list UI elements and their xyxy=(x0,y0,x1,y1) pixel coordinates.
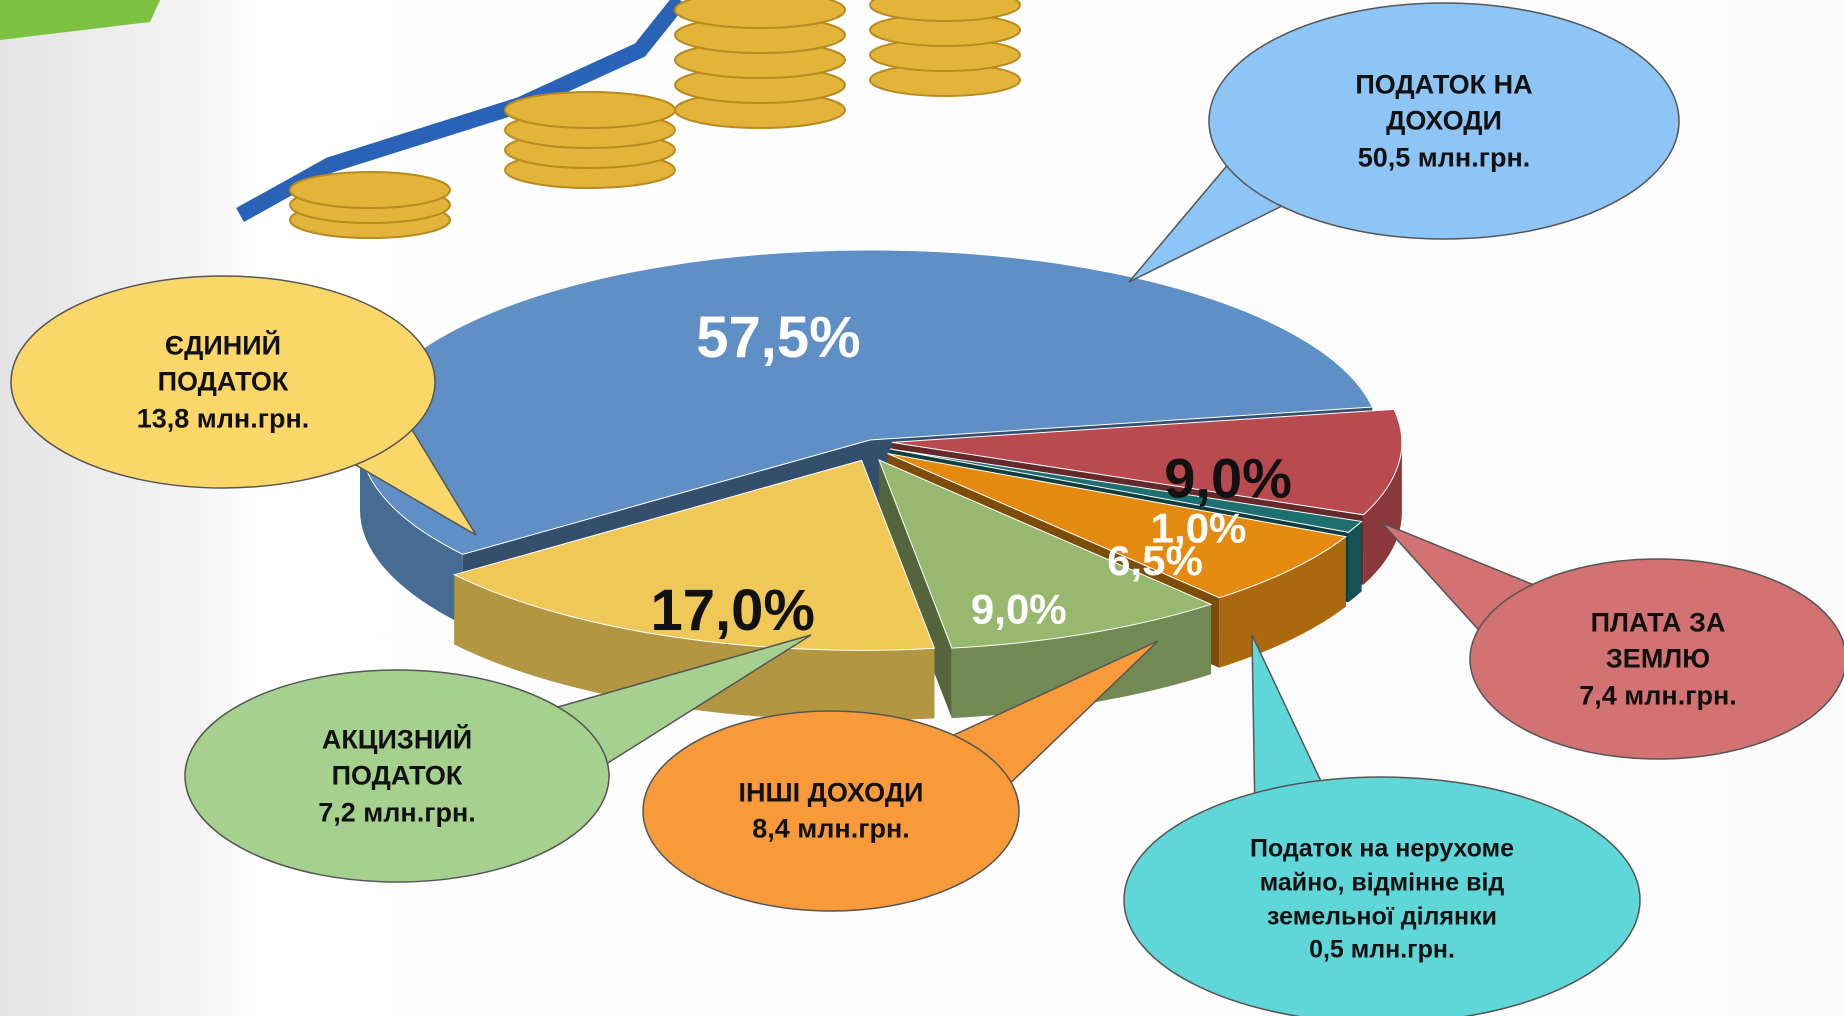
amount: 8,4 млн.грн. xyxy=(752,814,910,844)
callout-text: ЄДИНИЙ ПОДАТОК 13,8 млн.грн. xyxy=(103,327,343,436)
slice xyxy=(887,452,1348,599)
amount: 7,4 млн.грн. xyxy=(1579,680,1737,711)
callout xyxy=(184,669,610,883)
category-name: Податок на нерухоме майно, відмінне від … xyxy=(1249,834,1515,931)
slice xyxy=(891,408,1403,516)
slice-side xyxy=(1348,521,1362,603)
value-label: 6,5% xyxy=(1107,537,1203,584)
callout xyxy=(10,275,436,489)
callout-text: ПЛАТА ЗА ЗЕМЛЮ 7,4 млн.грн. xyxy=(1538,604,1778,713)
category-name: ПОДАТОК НА ДОХОДИ xyxy=(1355,69,1533,136)
amount: 7,2 млн.грн. xyxy=(318,797,476,828)
category-name: ПЛАТА ЗА ЗЕМЛЮ xyxy=(1590,607,1726,674)
callout xyxy=(1208,2,1680,240)
coins-decoration xyxy=(236,0,1021,239)
category-name: ІНШІ ДОХОДИ xyxy=(738,777,924,808)
amount: 13,8 млн.грн. xyxy=(136,403,310,434)
corner-accent xyxy=(0,0,160,40)
callout xyxy=(1123,776,1641,1016)
amount: 50,5 млн.грн. xyxy=(1357,142,1531,173)
value-label: 57,5% xyxy=(696,305,860,370)
callout-text: АКЦИЗНИЙ ПОДАТОК 7,2 млн.грн. xyxy=(277,721,517,830)
slice-side xyxy=(951,604,1211,719)
slice-side xyxy=(1363,442,1402,585)
slice xyxy=(889,448,1363,533)
slice-side xyxy=(1219,536,1346,668)
value-label: 17,0% xyxy=(651,578,815,643)
callout-text: ПОДАТОК НА ДОХОДИ 50,5 млн.грн. xyxy=(1294,66,1594,175)
value-label: 9,0% xyxy=(1164,446,1292,509)
slice xyxy=(878,459,1213,649)
callout-text: ІНШІ ДОХОДИ 8,4 млн.грн. xyxy=(701,775,961,848)
amount: 0,5 млн.грн. xyxy=(1309,935,1455,964)
callout xyxy=(642,710,1020,912)
value-label: 1,0% xyxy=(1151,504,1247,551)
slice xyxy=(452,459,936,651)
callout-text: Податок на нерухоме майно, відмінне від … xyxy=(1222,833,1542,968)
slice-side xyxy=(360,440,463,625)
value-label: 9,0% xyxy=(971,585,1067,632)
category-name: АКЦИЗНИЙ ПОДАТОК xyxy=(321,724,473,791)
callout xyxy=(1469,558,1844,760)
slice-side xyxy=(454,574,935,721)
category-name: ЄДИНИЙ ПОДАТОК xyxy=(157,330,289,397)
